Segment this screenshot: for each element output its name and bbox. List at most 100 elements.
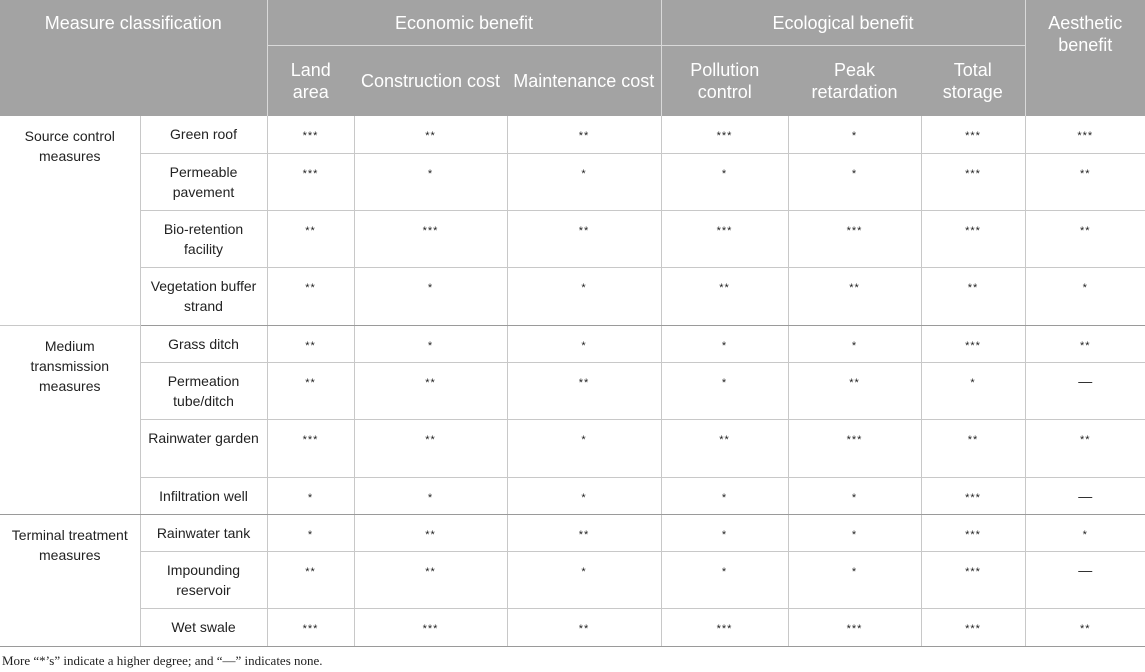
rating-cell: ** xyxy=(266,267,355,326)
rating-cell: *** xyxy=(266,153,355,211)
rating-cell: ** xyxy=(506,362,662,420)
header-economic-benefit: Economic benefit xyxy=(266,0,662,46)
header-aesthetic-benefit: Aesthetic benefit xyxy=(1024,0,1145,116)
rating-cell: * xyxy=(506,551,662,609)
rating-cell: ** xyxy=(353,116,508,154)
measure-cell: Infiltration well xyxy=(139,477,268,515)
rating-cell: * xyxy=(660,325,789,363)
benefit-table: Measure classification Economic benefit … xyxy=(0,0,1145,647)
rating-cell: * xyxy=(660,551,789,609)
rating-cell: * xyxy=(506,267,662,326)
rating-cell: *** xyxy=(1024,116,1145,154)
table-row: Rainwater garden *** ** * ** *** ** ** xyxy=(0,419,1145,478)
rating-cell: * xyxy=(353,153,508,211)
table-row: Medium transmission measures Grass ditch… xyxy=(0,325,1145,515)
rating-cell: *** xyxy=(787,419,922,478)
rating-cell: ** xyxy=(353,514,508,552)
rating-cell: *** xyxy=(920,116,1026,154)
rating-cell: ** xyxy=(920,419,1026,478)
header-peak-retardation: Peak retardation xyxy=(788,45,922,116)
rating-cell: ** xyxy=(353,362,508,420)
header-construction-cost: Construction cost xyxy=(354,45,508,116)
rating-cell: * xyxy=(787,551,922,609)
rating-cell: *** xyxy=(920,153,1026,211)
rating-cell: *** xyxy=(266,608,355,647)
rating-cell: ** xyxy=(506,514,662,552)
category-cell: Medium transmission measures xyxy=(0,325,140,515)
table-row: Bio-retention facility ** *** ** *** ***… xyxy=(0,210,1145,268)
table-row: Vegetation buffer strand ** * * ** ** **… xyxy=(0,267,1145,326)
rating-cell: * xyxy=(506,477,662,515)
rating-cell: ** xyxy=(660,267,789,326)
measure-cell: Rainwater tank xyxy=(139,514,268,552)
rating-cell: ** xyxy=(920,267,1026,326)
measure-cell: Vegetation buffer strand xyxy=(139,267,268,326)
rating-cell: ** xyxy=(787,267,922,326)
rating-cell: *** xyxy=(353,608,508,647)
measure-cell: Bio-retention facility xyxy=(139,210,268,268)
rating-cell: *** xyxy=(920,477,1026,515)
rating-cell: ** xyxy=(660,419,789,478)
header-row-2: Land area Construction cost Maintenance … xyxy=(0,45,1145,116)
rating-cell: * xyxy=(1024,514,1145,552)
header-row-1: Measure classification Economic benefit … xyxy=(0,0,1145,116)
rating-cell: * xyxy=(353,477,508,515)
rating-cell: * xyxy=(660,153,789,211)
rating-cell: *** xyxy=(660,608,789,647)
rating-cell: *** xyxy=(660,210,789,268)
rating-cell: *** xyxy=(920,608,1026,647)
table-row: Impounding reservoir ** ** * * * *** — xyxy=(0,551,1145,609)
rating-cell: *** xyxy=(787,608,922,647)
rating-cell: * xyxy=(1024,267,1145,326)
rating-cell: ** xyxy=(1024,608,1145,647)
rating-cell: * xyxy=(266,514,355,552)
rating-cell: *** xyxy=(660,116,789,154)
rating-cell: * xyxy=(266,477,355,515)
measure-cell: Impounding reservoir xyxy=(139,551,268,609)
rating-cell: *** xyxy=(920,551,1026,609)
rating-cell: ** xyxy=(1024,210,1145,268)
table-row: Permeable pavement *** * * * * *** ** xyxy=(0,153,1145,211)
rating-cell: *** xyxy=(920,210,1026,268)
rating-cell: ** xyxy=(787,362,922,420)
table-row: Wet swale *** *** ** *** *** *** ** xyxy=(0,608,1145,647)
table-row: Permeation tube/ditch ** ** ** * ** * — xyxy=(0,362,1145,420)
rating-cell: * xyxy=(787,153,922,211)
measure-cell: Permeable pavement xyxy=(139,153,268,211)
rating-cell: * xyxy=(660,514,789,552)
rating-cell: ** xyxy=(506,608,662,647)
rating-cell: * xyxy=(506,419,662,478)
rating-cell: * xyxy=(660,362,789,420)
rating-cell: * xyxy=(660,477,789,515)
rating-cell: * xyxy=(353,267,508,326)
header-measure-classification: Measure classification xyxy=(0,0,268,116)
category-cell: Terminal treatment measures xyxy=(0,514,140,647)
rating-cell: * xyxy=(787,514,922,552)
rating-cell: ** xyxy=(266,551,355,609)
rating-cell: * xyxy=(787,116,922,154)
rating-cell: * xyxy=(920,362,1026,420)
rating-cell: — xyxy=(1024,477,1145,515)
rating-cell: * xyxy=(353,325,508,363)
rating-cell: *** xyxy=(787,210,922,268)
rating-cell: * xyxy=(506,153,662,211)
rating-cell: ** xyxy=(266,210,355,268)
rating-cell: ** xyxy=(1024,153,1145,211)
measure-cell: Rainwater garden xyxy=(139,419,268,478)
rating-cell: ** xyxy=(1024,419,1145,478)
measure-cell: Permeation tube/ditch xyxy=(139,362,268,420)
rating-cell: *** xyxy=(266,419,355,478)
category-cell: Source control measures xyxy=(0,116,140,326)
table-footnote: More “*’s” indicate a higher degree; and… xyxy=(2,653,323,668)
rating-cell: * xyxy=(506,325,662,363)
rating-cell: *** xyxy=(920,325,1026,363)
header-pollution-control: Pollution control xyxy=(660,45,789,116)
rating-cell: ** xyxy=(506,116,662,154)
header-total-storage: Total storage xyxy=(921,45,1026,116)
table-row: Infiltration well * * * * * *** — xyxy=(0,477,1145,515)
rating-cell: — xyxy=(1024,551,1145,609)
measure-cell: Grass ditch xyxy=(139,325,268,363)
rating-cell: — xyxy=(1024,362,1145,420)
rating-cell: * xyxy=(787,325,922,363)
